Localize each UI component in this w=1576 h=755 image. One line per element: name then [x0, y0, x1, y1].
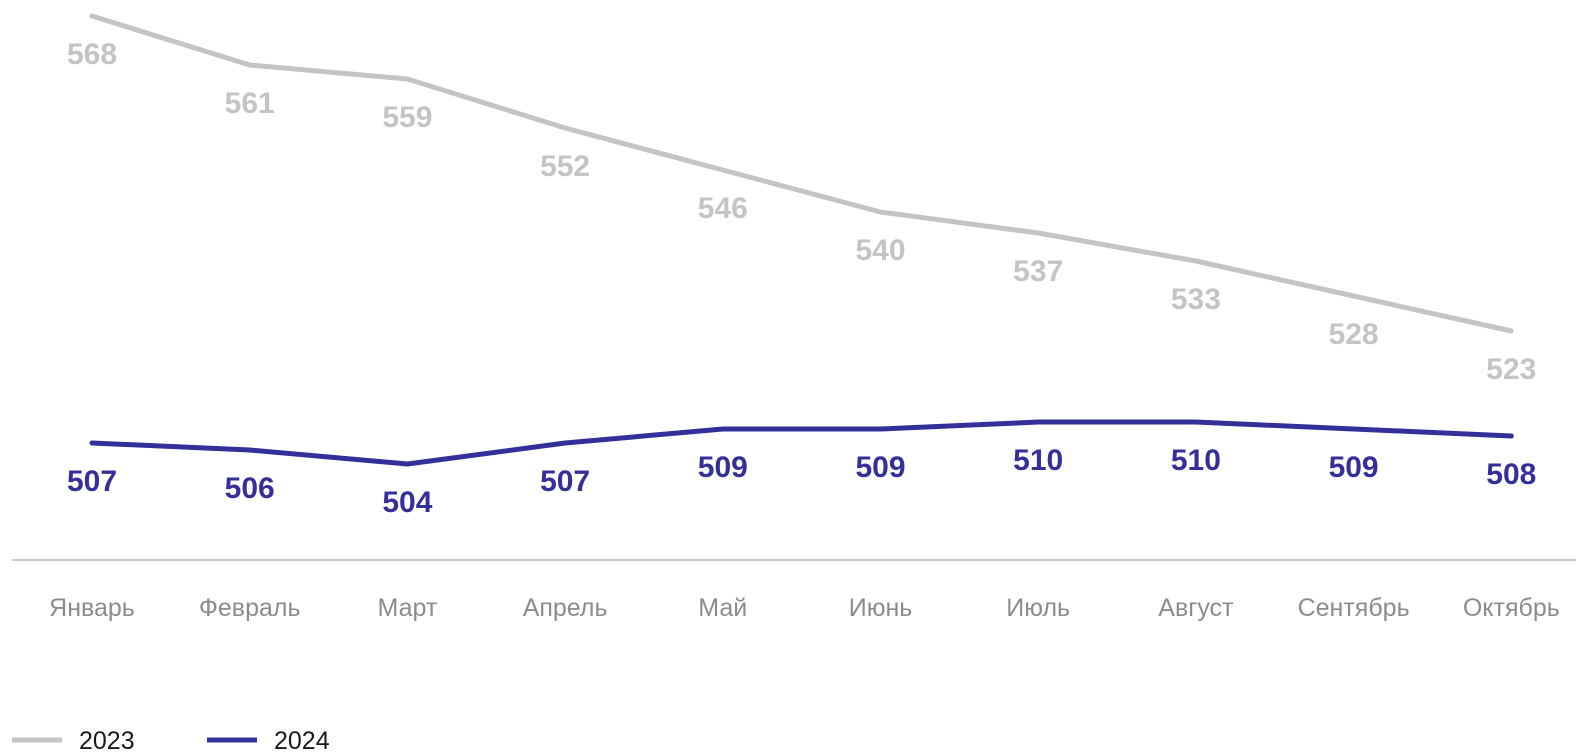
- data-label-2023-6: 537: [1013, 255, 1063, 288]
- series-line-2023: [89, 13, 1514, 334]
- x-tick-label-8: Сентябрь: [1298, 594, 1410, 622]
- x-tick-label-0: Январь: [49, 594, 135, 622]
- data-label-2023-9: 523: [1486, 353, 1536, 386]
- data-label-2023-0: 568: [67, 38, 117, 71]
- legend-label-2024: 2024: [274, 727, 330, 755]
- data-label-2024-6: 510: [1013, 444, 1063, 477]
- data-label-2024-0: 507: [67, 465, 117, 498]
- data-label-2024-2: 504: [382, 486, 432, 519]
- data-label-2024-8: 509: [1329, 451, 1379, 484]
- x-tick-label-1: Февраль: [199, 594, 301, 622]
- data-label-2023-4: 546: [698, 192, 748, 225]
- data-label-2024-4: 509: [698, 451, 748, 484]
- data-label-2024-9: 508: [1486, 458, 1536, 491]
- x-tick-label-5: Июнь: [849, 594, 913, 622]
- data-label-2023-8: 528: [1329, 318, 1379, 351]
- data-label-2024-1: 506: [225, 472, 275, 505]
- data-label-2023-2: 559: [382, 101, 432, 134]
- data-label-2024-3: 507: [540, 465, 590, 498]
- x-tick-label-3: Апрель: [523, 594, 608, 622]
- x-tick-label-2: Март: [377, 594, 437, 622]
- data-label-2024-5: 509: [855, 451, 905, 484]
- legend-label-2023: 2023: [79, 727, 135, 755]
- x-tick-label-7: Август: [1158, 594, 1234, 622]
- data-label-2023-3: 552: [540, 150, 590, 183]
- series-line-2024: [89, 419, 1514, 467]
- data-labels-layer: 568 561 559 552 546 540 537 533 528 523 507 506 504 5…: [67, 38, 1536, 519]
- data-label-2023-7: 533: [1171, 283, 1221, 316]
- x-axis-ticks: Январь Февраль Март Апрель Май Июнь Июль Август…: [49, 594, 1560, 622]
- x-tick-label-9: Октябрь: [1463, 594, 1560, 622]
- data-label-2023-5: 540: [855, 234, 905, 267]
- series-layer: [89, 13, 1514, 467]
- x-tick-label-4: Май: [698, 594, 747, 622]
- data-label-2024-7: 510: [1171, 444, 1221, 477]
- legend: 2023 2024: [12, 727, 330, 755]
- x-tick-label-6: Июль: [1006, 594, 1070, 622]
- data-label-2023-1: 561: [225, 87, 275, 120]
